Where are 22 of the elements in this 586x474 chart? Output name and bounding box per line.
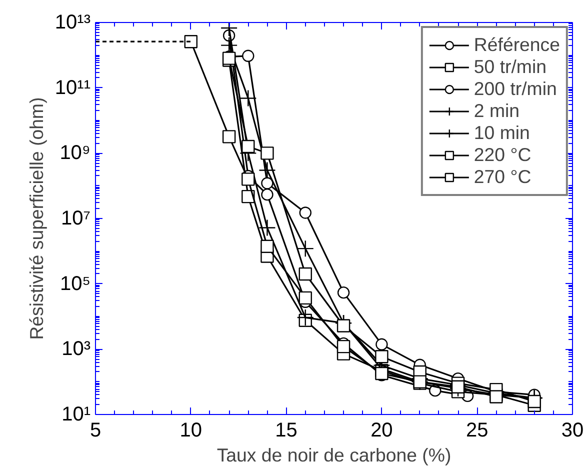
x-tick-label: 5 bbox=[90, 420, 102, 442]
x-axis-title: Taux de noir de carbone (%) bbox=[216, 444, 452, 466]
y-tick-label: 10⁵ bbox=[60, 272, 91, 295]
x-tick-label: 10 bbox=[180, 420, 202, 442]
y-tick-label: 10³ bbox=[62, 338, 91, 360]
legend-label: 2 min bbox=[474, 100, 520, 122]
legend-label: 200 tr/min bbox=[474, 78, 557, 100]
x-tick-label: 30 bbox=[561, 420, 584, 442]
legend-label: Référence bbox=[474, 34, 560, 56]
x-tick-label: 15 bbox=[275, 420, 298, 442]
y-tick-label: 10⁹ bbox=[60, 142, 90, 164]
legend-label: 10 min bbox=[474, 122, 530, 144]
y-tick-label: 10¹¹ bbox=[54, 76, 91, 99]
legend-label: 220 °C bbox=[474, 144, 532, 166]
legend-label: 270 °C bbox=[474, 166, 532, 188]
y-tick-label: 10¹ bbox=[62, 404, 91, 426]
x-tick-label: 25 bbox=[466, 420, 488, 442]
y-axis-title: Résistivité superficielle (ohm) bbox=[26, 97, 47, 340]
y-tick-label: 10⁷ bbox=[61, 208, 90, 230]
x-tick-label: 20 bbox=[370, 420, 393, 442]
y-tick-label: 10¹³ bbox=[54, 12, 91, 34]
legend-label: 50 tr/min bbox=[474, 56, 546, 78]
